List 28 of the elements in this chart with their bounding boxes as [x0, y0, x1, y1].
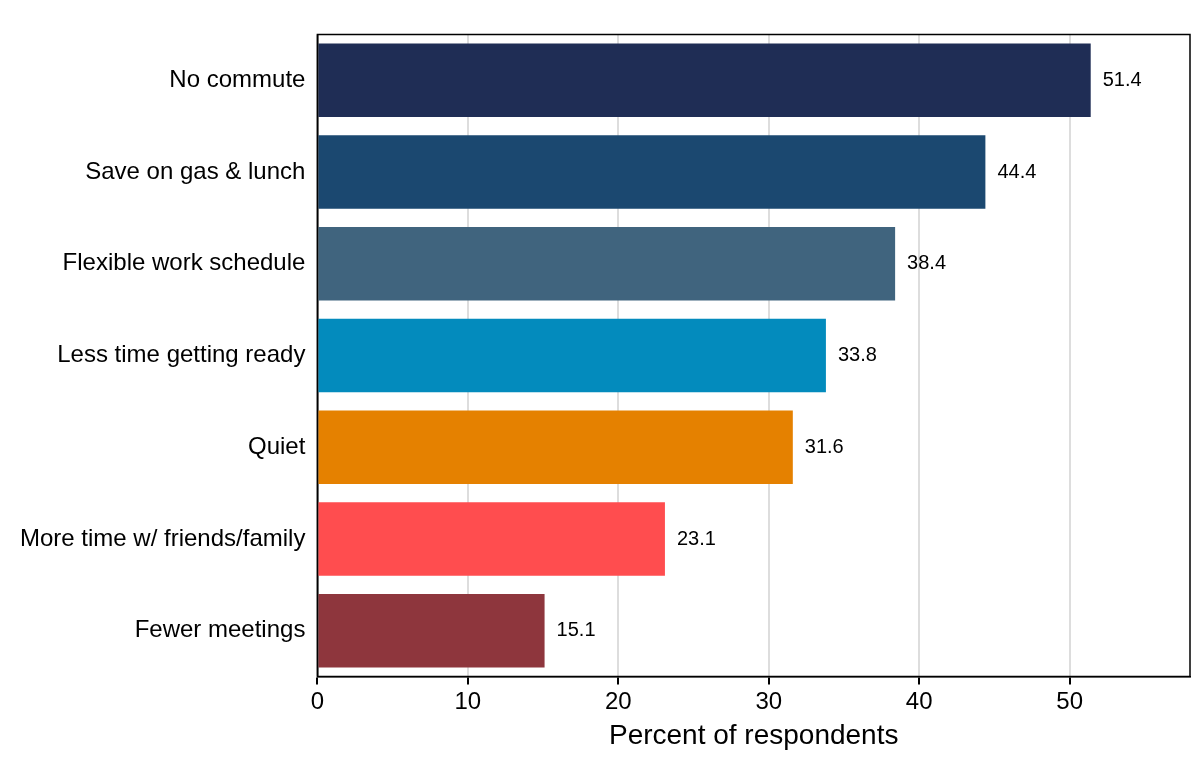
data-label: 33.8 [837, 343, 877, 366]
x-tick-label: 0 [310, 686, 325, 714]
x-axis-title: Percent of respondents [608, 718, 899, 750]
y-tick-label: Fewer meetings [134, 615, 306, 643]
x-tick-label: 20 [604, 686, 632, 714]
y-tick-label: Flexible work schedule [62, 248, 306, 276]
bar [318, 410, 793, 484]
data-label: 38.4 [907, 251, 947, 274]
bar [318, 43, 1091, 117]
y-tick-label: No commute [169, 64, 306, 92]
data-label: 44.4 [997, 159, 1037, 182]
data-label: 15.1 [556, 618, 596, 641]
data-label: 31.6 [804, 434, 844, 457]
bar [318, 318, 826, 393]
y-tick-label: Save on gas & lunch [85, 156, 306, 184]
x-tick-label: 30 [755, 686, 783, 714]
bar [318, 135, 986, 209]
y-tick-label: More time w/ friends/family [19, 523, 306, 551]
x-tick-label: 40 [905, 686, 933, 714]
x-tick-label: 50 [1056, 686, 1083, 714]
y-tick-label: Quiet [248, 431, 306, 459]
y-tick-label: Less time getting ready [57, 340, 306, 368]
bar [318, 594, 545, 668]
data-label: 23.1 [676, 526, 716, 549]
bar [318, 227, 896, 301]
x-tick-label: 10 [454, 686, 482, 714]
data-label: 51.4 [1102, 67, 1142, 90]
bar [318, 502, 665, 576]
